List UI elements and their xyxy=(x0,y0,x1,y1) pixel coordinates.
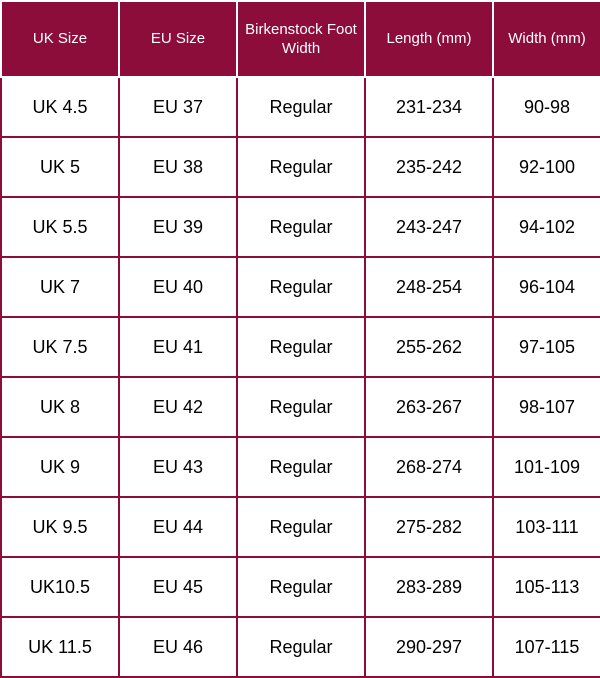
table-cell: 268-274 xyxy=(365,437,493,497)
table-cell: EU 40 xyxy=(119,257,237,317)
column-header: Width (mm) xyxy=(493,1,600,77)
table-cell: 107-115 xyxy=(493,617,600,677)
column-header: Birkenstock Foot Width xyxy=(237,1,365,77)
table-cell: UK 9.5 xyxy=(1,497,119,557)
table-cell: 97-105 xyxy=(493,317,600,377)
table-cell: UK10.5 xyxy=(1,557,119,617)
table-cell: UK 9 xyxy=(1,437,119,497)
table-row: UK 4.5EU 37Regular231-23490-98 xyxy=(1,77,600,137)
table-cell: 90-98 xyxy=(493,77,600,137)
table-row: UK 11.5EU 46Regular290-297107-115 xyxy=(1,617,600,677)
table-cell: EU 37 xyxy=(119,77,237,137)
table-cell: 94-102 xyxy=(493,197,600,257)
table-cell: 101-109 xyxy=(493,437,600,497)
table-cell: Regular xyxy=(237,617,365,677)
table-cell: UK 8 xyxy=(1,377,119,437)
table-cell: Regular xyxy=(237,497,365,557)
table-cell: Regular xyxy=(237,197,365,257)
column-header: EU Size xyxy=(119,1,237,77)
table-cell: Regular xyxy=(237,377,365,437)
table-row: UK 5.5EU 39Regular243-24794-102 xyxy=(1,197,600,257)
table-cell: 255-262 xyxy=(365,317,493,377)
table-cell: 231-234 xyxy=(365,77,493,137)
table-cell: UK 11.5 xyxy=(1,617,119,677)
table-cell: 98-107 xyxy=(493,377,600,437)
column-header: UK Size xyxy=(1,1,119,77)
table-cell: EU 46 xyxy=(119,617,237,677)
table-row: UK 9EU 43Regular268-274101-109 xyxy=(1,437,600,497)
table-row: UK 8EU 42Regular263-26798-107 xyxy=(1,377,600,437)
column-header: Length (mm) xyxy=(365,1,493,77)
table-cell: 105-113 xyxy=(493,557,600,617)
table-cell: UK 7 xyxy=(1,257,119,317)
table-cell: Regular xyxy=(237,257,365,317)
table-cell: Regular xyxy=(237,137,365,197)
table-body: UK 4.5EU 37Regular231-23490-98UK 5EU 38R… xyxy=(1,77,600,677)
table-cell: EU 45 xyxy=(119,557,237,617)
table-cell: EU 42 xyxy=(119,377,237,437)
table-row: UK 7.5EU 41Regular255-26297-105 xyxy=(1,317,600,377)
table-cell: Regular xyxy=(237,317,365,377)
table-cell: 283-289 xyxy=(365,557,493,617)
table-row: UK 7EU 40Regular248-25496-104 xyxy=(1,257,600,317)
table-cell: Regular xyxy=(237,437,365,497)
table-cell: UK 4.5 xyxy=(1,77,119,137)
table-cell: UK 5.5 xyxy=(1,197,119,257)
table-row: UK 9.5EU 44Regular275-282103-111 xyxy=(1,497,600,557)
table-cell: 92-100 xyxy=(493,137,600,197)
table-row: UK10.5EU 45Regular283-289105-113 xyxy=(1,557,600,617)
table-cell: EU 39 xyxy=(119,197,237,257)
table-cell: EU 38 xyxy=(119,137,237,197)
table-cell: 248-254 xyxy=(365,257,493,317)
size-chart-table: UK SizeEU SizeBirkenstock Foot WidthLeng… xyxy=(0,0,600,678)
table-cell: 235-242 xyxy=(365,137,493,197)
table-cell: EU 41 xyxy=(119,317,237,377)
table-cell: 96-104 xyxy=(493,257,600,317)
table-cell: EU 43 xyxy=(119,437,237,497)
table-cell: 243-247 xyxy=(365,197,493,257)
table-cell: 275-282 xyxy=(365,497,493,557)
table-cell: UK 5 xyxy=(1,137,119,197)
table-cell: 103-111 xyxy=(493,497,600,557)
table-cell: Regular xyxy=(237,557,365,617)
header-row: UK SizeEU SizeBirkenstock Foot WidthLeng… xyxy=(1,1,600,77)
table-header: UK SizeEU SizeBirkenstock Foot WidthLeng… xyxy=(1,1,600,77)
table-row: UK 5EU 38Regular235-24292-100 xyxy=(1,137,600,197)
table-cell: Regular xyxy=(237,77,365,137)
table-cell: 263-267 xyxy=(365,377,493,437)
table-cell: EU 44 xyxy=(119,497,237,557)
table-cell: 290-297 xyxy=(365,617,493,677)
table-cell: UK 7.5 xyxy=(1,317,119,377)
